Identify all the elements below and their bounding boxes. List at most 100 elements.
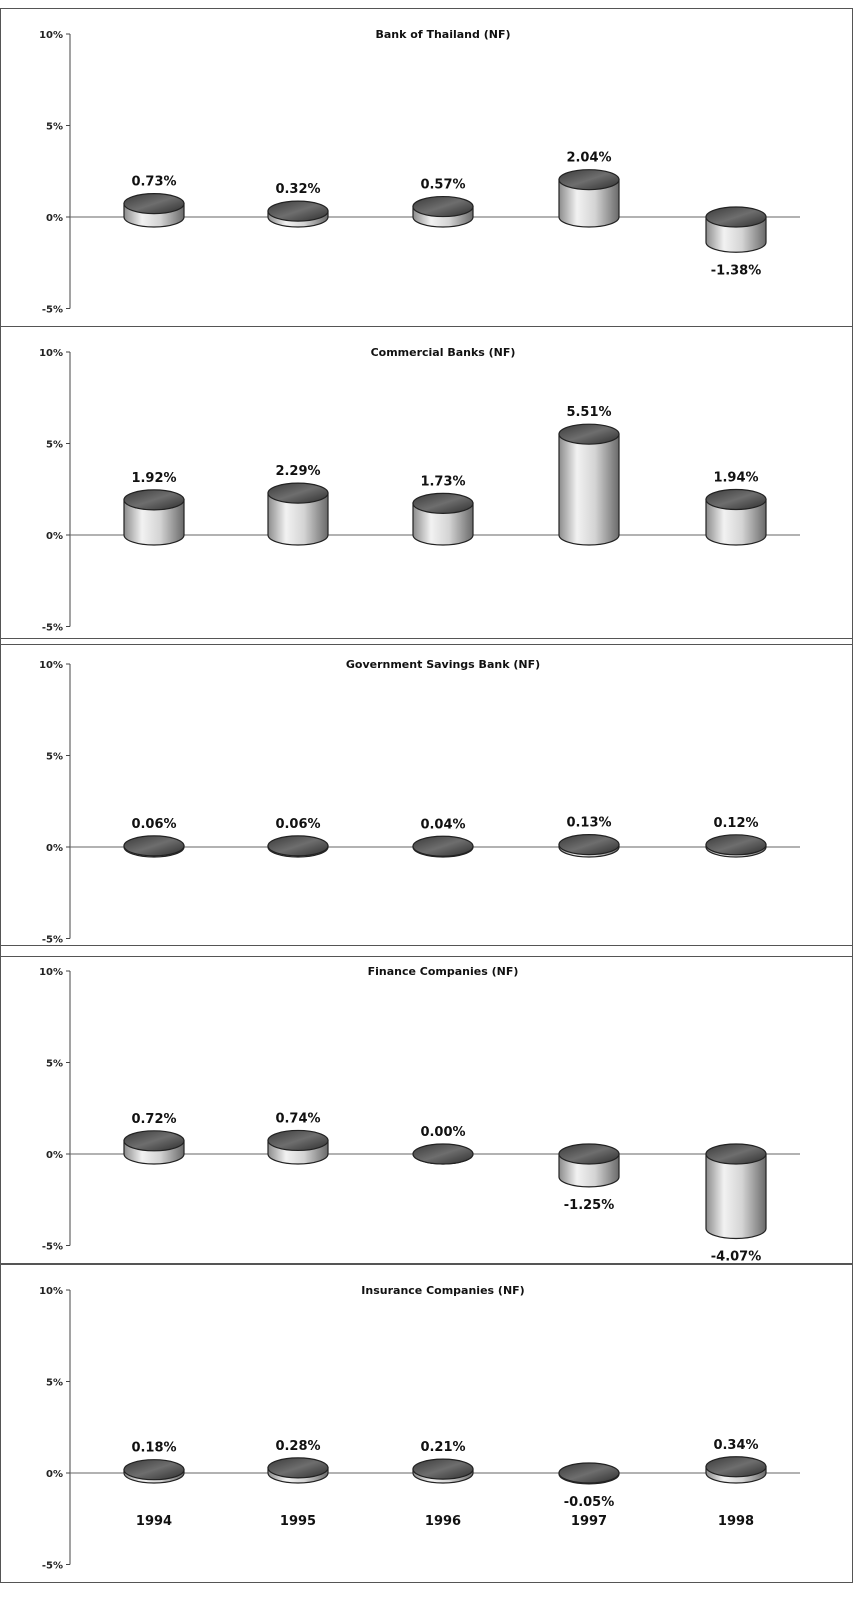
bar-top	[123, 1130, 185, 1152]
bar-top	[558, 169, 620, 191]
bar-top	[558, 1462, 620, 1484]
bar-body	[267, 492, 329, 546]
chart-panel: -5% 0% 5% 10% Bank of Thailand (NF) 0.73% 0.32…	[0, 8, 853, 327]
y-tick-label: 5%	[46, 752, 63, 763]
y-tick-label: 10%	[39, 348, 63, 359]
panel-border	[0, 1264, 853, 1583]
bar-1996	[412, 195, 474, 228]
y-tick-label: -5%	[42, 1242, 63, 1253]
bar-top	[705, 1143, 767, 1165]
panel-border	[0, 638, 853, 957]
y-tick-label: -5%	[42, 1561, 63, 1572]
chart-panel: -5% 0% 5% 10% Government Savings Bank (NF) 0.…	[0, 638, 853, 957]
data-label: 0.73%	[131, 175, 176, 190]
data-label: 1.73%	[420, 474, 465, 489]
bar-1998	[705, 488, 767, 546]
panel-border	[0, 8, 853, 327]
bar-1994	[123, 1459, 185, 1484]
y-tick-label: 0%	[46, 1469, 63, 1480]
bar-1995	[267, 482, 329, 546]
bar-top	[412, 492, 474, 514]
bar-1995	[267, 835, 329, 858]
data-label: 0.18%	[131, 1441, 176, 1456]
bar-1997	[558, 1143, 620, 1188]
data-label: 0.04%	[420, 817, 465, 832]
data-label: 2.29%	[275, 464, 320, 479]
bar-body	[705, 1153, 767, 1240]
bar-top	[705, 206, 767, 228]
chart-panel: -5% 0% 5% 10% Commercial Banks (NF) 1.92% 2.29…	[0, 326, 853, 645]
y-tick-label: 0%	[46, 213, 63, 224]
bar-1997	[558, 1462, 620, 1485]
data-label: -0.05%	[564, 1495, 615, 1510]
chart-title: Bank of Thailand (NF)	[376, 28, 511, 41]
bar-1994	[123, 193, 185, 228]
data-label: 0.06%	[275, 817, 320, 832]
data-label: -4.07%	[711, 1249, 762, 1264]
bar-1995	[267, 1129, 329, 1165]
bar-top	[705, 488, 767, 511]
bar-1997	[558, 169, 620, 228]
bar-body	[558, 433, 620, 546]
data-label: 1.94%	[713, 470, 758, 485]
data-label: 0.34%	[713, 1438, 758, 1453]
bar-1994	[123, 835, 185, 858]
bar-top	[558, 423, 620, 445]
bar-top	[558, 834, 620, 856]
bar-1996	[412, 1143, 474, 1165]
bar-top	[705, 1456, 767, 1478]
data-label: 0.12%	[713, 816, 758, 831]
y-tick-label: -5%	[42, 935, 63, 946]
chart-title: Government Savings Bank (NF)	[346, 658, 540, 671]
bar-1994	[123, 489, 185, 546]
data-label: 0.28%	[275, 1439, 320, 1454]
x-tick-label: 1995	[280, 1514, 316, 1529]
bar-1998	[705, 206, 767, 253]
y-tick-label: 5%	[46, 1059, 63, 1070]
data-label: -1.38%	[711, 263, 762, 278]
x-tick-label: 1997	[571, 1514, 607, 1529]
data-label: 0.13%	[566, 816, 611, 831]
bar-top	[267, 482, 329, 504]
bar-top	[123, 835, 185, 857]
data-label: 0.72%	[131, 1112, 176, 1127]
bar-1996	[412, 492, 474, 546]
y-tick-label: 5%	[46, 122, 63, 133]
bar-top	[412, 195, 474, 218]
data-label: 0.21%	[420, 1440, 465, 1455]
y-tick-label: 10%	[39, 1286, 63, 1297]
y-tick-label: 0%	[46, 843, 63, 854]
bar-1998	[705, 1143, 767, 1240]
data-label: 0.74%	[275, 1111, 320, 1126]
x-tick-label: 1998	[718, 1514, 754, 1529]
bar-1995	[267, 200, 329, 228]
bar-top	[705, 834, 767, 856]
bar-top	[267, 200, 329, 222]
data-label: -1.25%	[564, 1198, 615, 1213]
chart-panel: -5% 0% 5% 10% Finance Companies (NF) 0.72% 0.7…	[0, 945, 853, 1264]
bar-top	[123, 489, 185, 511]
bar-1994	[123, 1130, 185, 1165]
y-tick-label: 10%	[39, 30, 63, 41]
bar-1996	[412, 835, 474, 858]
data-label: 0.32%	[275, 182, 320, 197]
y-tick-label: 0%	[46, 531, 63, 542]
y-tick-label: 10%	[39, 660, 63, 671]
data-label: 2.04%	[566, 151, 611, 166]
bar-top	[412, 1143, 474, 1165]
x-tick-label: 1994	[136, 1514, 172, 1529]
bar-top	[412, 1458, 474, 1480]
bar-body	[558, 179, 620, 228]
chart-title: Insurance Companies (NF)	[361, 1284, 524, 1297]
chart-panel: -5% 0% 5% 10% Insurance Companies (NF) 0.18% 1…	[0, 1264, 853, 1583]
bar-top	[267, 1457, 329, 1479]
y-tick-label: -5%	[42, 305, 63, 316]
data-label: 0.00%	[420, 1125, 465, 1140]
data-label: 0.57%	[420, 178, 465, 193]
data-label: 5.51%	[566, 405, 611, 420]
bar-1997	[558, 834, 620, 858]
y-tick-label: 0%	[46, 1150, 63, 1161]
data-label: 1.92%	[131, 471, 176, 486]
bar-1997	[558, 423, 620, 546]
